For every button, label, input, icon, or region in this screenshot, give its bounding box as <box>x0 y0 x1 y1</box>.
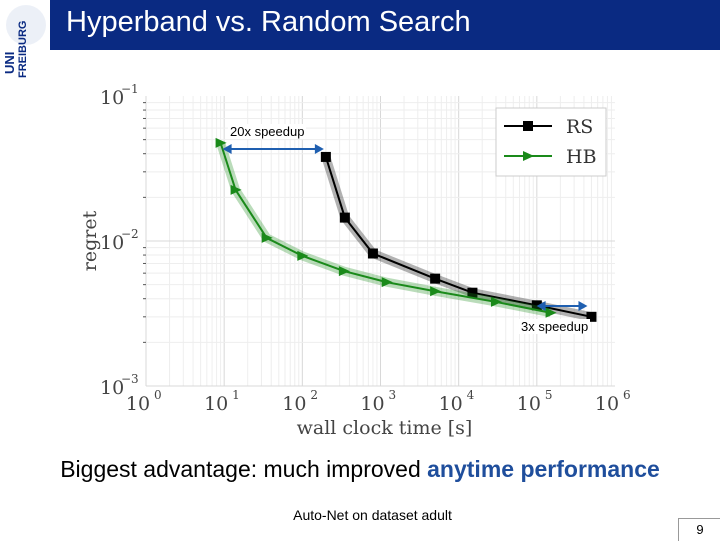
data-point-hb <box>230 184 242 195</box>
x-tick-exponent: 6 <box>623 388 631 402</box>
data-point-hb <box>545 307 557 318</box>
data-point-rs <box>430 273 441 284</box>
x-tick-label: 10 <box>517 393 541 415</box>
legend-marker-rs <box>523 121 533 131</box>
data-point-rs <box>367 248 378 259</box>
data-point-hb <box>297 250 309 261</box>
speedup-label-20x: 20x speedup <box>228 124 307 139</box>
x-tick-exponent: 2 <box>310 388 318 402</box>
speedup-arrow-3x-head-left <box>536 301 546 311</box>
y-tick-exponent: −1 <box>121 82 139 96</box>
legend-box <box>495 107 607 177</box>
speedup-arrow-20x-head-left <box>222 144 232 154</box>
data-point-hb <box>490 296 502 307</box>
slide-subcaption: Auto-Net on dataset adult <box>293 507 452 523</box>
caption-highlight: anytime performance <box>427 456 660 482</box>
data-point-rs <box>586 311 597 322</box>
legend-label: RS <box>566 116 593 138</box>
speedup-arrow-3x-head-right <box>578 301 588 311</box>
y-tick-label: 10 <box>100 377 124 399</box>
legend-marker-hb <box>523 151 534 161</box>
data-point-hb <box>261 232 273 243</box>
speedup-label-3x: 3x speedup <box>519 319 591 334</box>
y-axis-label: regret <box>79 210 101 271</box>
data-point-rs <box>320 151 331 162</box>
data-point-hb <box>338 266 350 277</box>
y-tick-exponent: −2 <box>121 227 139 241</box>
data-point-rs <box>467 287 478 298</box>
x-tick-label: 10 <box>439 393 463 415</box>
y-tick-exponent: −3 <box>121 372 139 386</box>
page-number: 9 <box>678 518 720 541</box>
x-tick-label: 10 <box>360 393 384 415</box>
x-tick-label: 10 <box>282 393 306 415</box>
speedup-arrow-20x-head-right <box>314 144 324 154</box>
university-logo: UNI FREIBURG <box>0 0 48 78</box>
x-tick-exponent: 4 <box>467 388 475 402</box>
x-tick-label: 10 <box>126 393 150 415</box>
data-point-hb <box>215 137 227 148</box>
y-tick-label: 10 <box>100 87 124 109</box>
slide-title: Hyperband vs. Random Search <box>66 6 471 38</box>
x-axis-label: wall clock time [s] <box>297 417 473 439</box>
caption-text: Biggest advantage: much improved <box>60 456 428 482</box>
x-tick-exponent: 0 <box>154 388 162 402</box>
logo-text-freiburg: FREIBURG <box>17 21 29 78</box>
data-point-hb <box>381 277 393 288</box>
logo-text-uni: UNI <box>2 52 17 74</box>
title-bar: Hyperband vs. Random Search <box>50 0 720 50</box>
x-tick-exponent: 3 <box>389 388 397 402</box>
data-point-rs <box>531 300 542 311</box>
data-point-hb <box>430 286 442 297</box>
x-tick-exponent: 5 <box>545 388 553 402</box>
slide-caption: Biggest advantage: much improved anytime… <box>0 456 720 483</box>
x-tick-label: 10 <box>595 393 619 415</box>
legend-label: HB <box>566 146 597 168</box>
x-tick-label: 10 <box>204 393 228 415</box>
x-tick-exponent: 1 <box>232 388 240 402</box>
y-tick-label: 10 <box>100 232 124 254</box>
data-point-rs <box>339 212 350 223</box>
